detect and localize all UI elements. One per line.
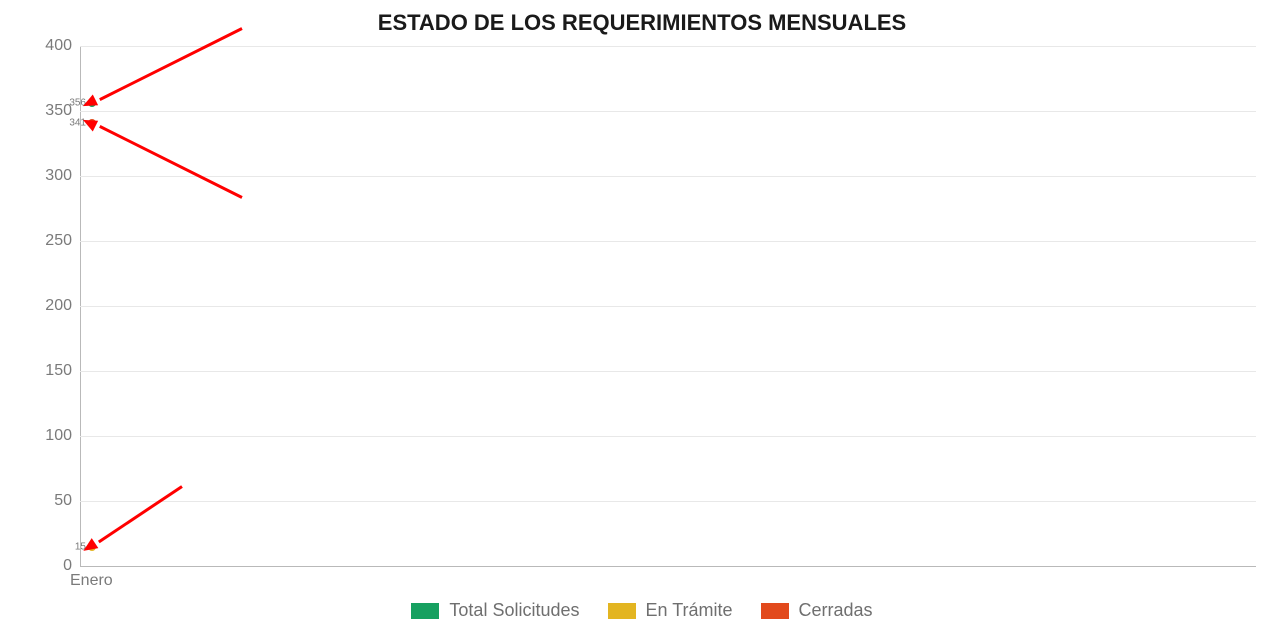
gridline [80,371,1256,372]
gridline [80,501,1256,502]
annotation-arrow [99,27,243,101]
legend-item-cerradas[interactable]: Cerradas [761,600,873,621]
chart-container: { "chart": { "type": "scatter", "title":… [0,0,1284,644]
y-tick-label: 100 [22,427,72,445]
gridline [80,306,1256,307]
legend-label: Cerradas [799,600,873,621]
y-tick-label: 50 [22,492,72,510]
gridline [80,46,1256,47]
legend: Total Solicitudes En Trámite Cerradas [0,600,1284,624]
y-tick-label: 200 [22,297,72,315]
chart-title: ESTADO DE LOS REQUERIMIENTOS MENSUALES [0,10,1284,36]
legend-item-total[interactable]: Total Solicitudes [411,600,579,621]
gridline [80,176,1256,177]
legend-swatch [761,603,789,619]
y-tick-label: 150 [22,362,72,380]
legend-item-tramite[interactable]: En Trámite [608,600,733,621]
gridline [80,111,1256,112]
y-tick-label: 250 [22,232,72,250]
legend-swatch [608,603,636,619]
x-axis [80,566,1256,567]
y-tick-label: 0 [22,557,72,575]
gridline [80,436,1256,437]
legend-swatch [411,603,439,619]
gridline [80,241,1256,242]
legend-label: En Trámite [646,600,733,621]
legend-label: Total Solicitudes [449,600,579,621]
y-tick-label: 300 [22,167,72,185]
plot-area: 050100150200250300350400Enero35615341 [80,46,1256,566]
y-tick-label: 400 [22,37,72,55]
annotation-arrow [98,485,183,543]
y-tick-label: 350 [22,102,72,120]
annotation-arrow [99,125,243,199]
x-tick-label: Enero [70,572,113,590]
